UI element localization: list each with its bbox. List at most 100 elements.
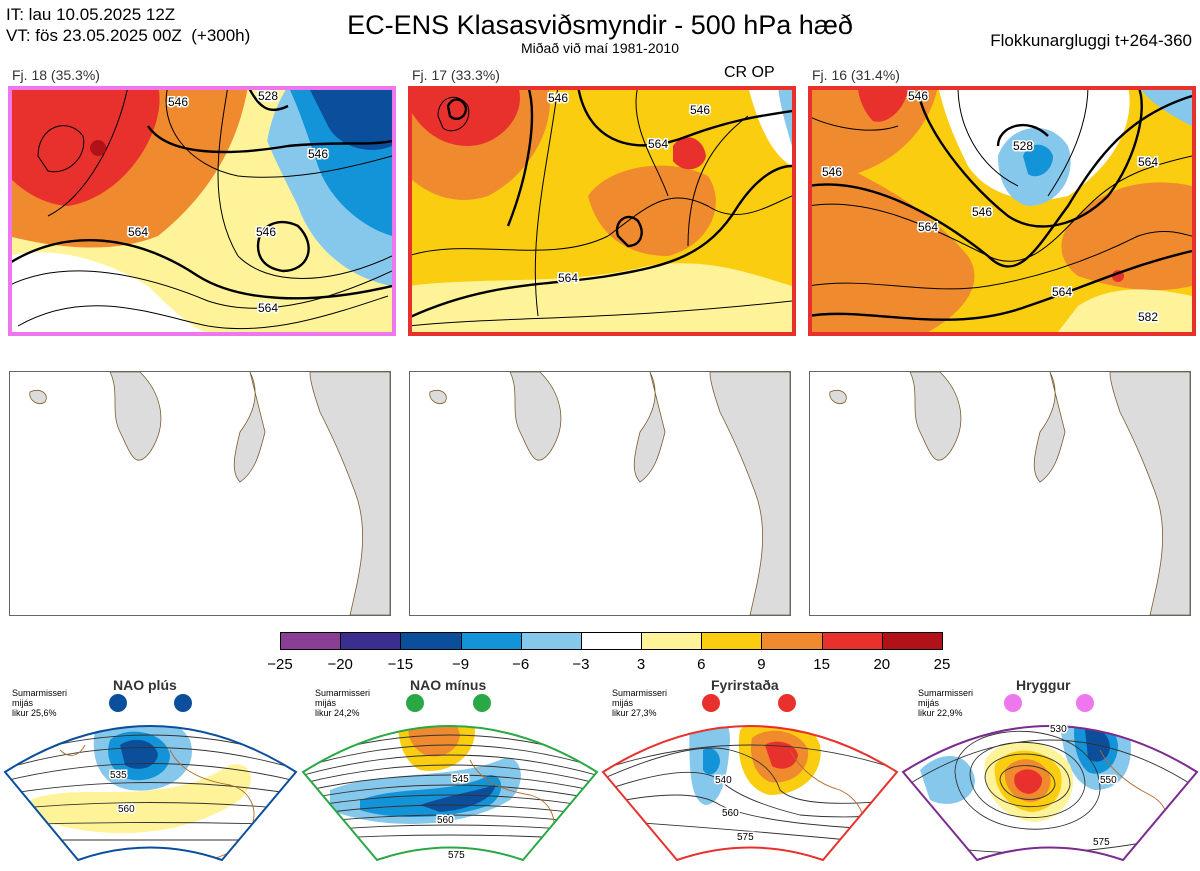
contour-label: 546 [822,165,842,179]
regime-contour-label: 530 [1050,724,1067,735]
cluster-label-1: Fj. 18 (35.3%) [12,67,100,83]
colorbar-swatch [280,632,342,650]
regime-note-line: Sumarmisseri [315,688,371,698]
colorbar-swatch [460,632,522,650]
vt-line: VT: fös 23.05.2025 00Z (+300h) [6,26,251,45]
cluster-map-3: 546 546 528 546 564 564 582 564 [808,86,1192,332]
regime-note-line: Sumarmisseri [918,688,974,698]
it-line: IT: lau 10.05.2025 12Z [6,5,176,24]
colorbar-swatch [520,632,582,650]
contour-label: 546 [908,89,928,103]
regime-note-4: Sumarmisseri mijás likur 22,9% [918,688,973,718]
regime-note-line: likur 22,9% [918,708,963,718]
cluster-frame-1 [8,86,396,336]
blank-map-3 [809,371,1191,616]
blank-map-2 [409,371,791,616]
contour-label: 546 [972,205,992,219]
regime-note-3: Sumarmisseri mijás likur 27,3% [612,688,667,718]
page-subtitle: Miðað við maí 1981-2010 [521,40,679,56]
regime-contour-label: 550 [1100,775,1117,786]
regime-dot [473,694,491,712]
contour-label: 564 [258,301,278,315]
cluster-map-1: 564 564 546 546 546 528 [8,86,392,332]
regime-map-nao-minus [303,726,597,860]
colorbar-tick-label: −6 [512,656,530,673]
colorbar-swatch [641,632,703,650]
regime-note-line: Sumarmisseri [612,688,668,698]
regime-note-line: mijás [315,698,337,708]
regime-contour-label: 535 [110,770,127,781]
colorbar-swatch [400,632,462,650]
regime-contour-label: 540 [715,775,732,786]
regime-dot [1004,694,1022,712]
regime-title-4: Hryggur [1016,677,1071,693]
regime-dot [1076,694,1094,712]
cluster-frame-3 [808,86,1196,336]
colorbar-tick-label: 3 [636,656,646,673]
colorbar-tick-label: 20 [873,656,891,673]
colorbar-tick-label: −25 [267,656,293,673]
colorbar-tick-label: 6 [697,656,706,673]
contour-label: 564 [648,137,668,151]
regime-note-line: mijás [12,698,34,708]
regime-dot [174,694,192,712]
regime-note-line: mijás [918,698,940,708]
cr-op-badge: CR OP [724,64,775,81]
regime-note-line: mijás [612,698,634,708]
regime-map-nao-plus [5,726,296,860]
cluster-frame-2 [408,86,796,336]
regime-contour-label: 560 [118,804,135,815]
cluster-label-2: Fj. 17 (33.3%) [412,67,500,83]
regime-title-3: Fyrirstaða [711,677,779,693]
regime-contour-label: 575 [448,850,465,861]
regime-note-line: likur 27,3% [612,708,657,718]
regime-note-line: likur 24,2% [315,708,360,718]
colorbar-swatch [701,632,763,650]
cluster-label-3: Fj. 16 (31.4%) [812,67,900,83]
contour-label: 564 [558,271,578,285]
page-title: EC-ENS Klasasviðsmyndir - 500 hPa hæð [347,10,853,40]
regime-contour-label: 545 [452,774,469,785]
contour-label: 546 [168,95,188,109]
colorbar-tick-label: 9 [757,656,766,673]
regime-note-line: likur 25,6% [12,708,57,718]
regime-contour-label: 560 [722,808,739,819]
colorbar-tick-label: 25 [933,656,951,673]
contour-label: 546 [548,91,568,105]
regime-contour-label: 575 [1093,837,1110,848]
regime-contour-label: 560 [437,815,454,826]
regime-note-1: Sumarmisseri mijás likur 25,6% [12,688,67,718]
regime-map-ridge [903,726,1197,860]
colorbar-tick-label: −20 [327,656,353,673]
colorbar [280,632,943,652]
regime-dot [406,694,424,712]
colorbar-swatch [340,632,402,650]
colorbar-swatch [580,632,643,650]
window-label: Flokkunargluggi t+264-360 [990,31,1192,50]
cluster-map-2: 546 564 546 564 [408,86,792,332]
regime-title-2: NAO mínus [410,677,487,693]
contour-label: 528 [1013,139,1033,153]
contour-label: 528 [258,89,278,103]
contour-label: 546 [690,103,710,117]
contour-label: 546 [308,147,328,161]
colorbar-swatch [881,632,943,650]
colorbar-tick-label: −15 [387,656,414,673]
contour-label: 582 [1138,310,1158,324]
regime-note-line: Sumarmisseri [12,688,68,698]
blank-map-1 [9,371,391,616]
contour-label: 564 [1138,155,1158,169]
regime-dot [778,694,796,712]
contour-label: 564 [918,220,938,234]
contour-label: 564 [128,225,148,239]
regime-map-blocking [603,726,897,860]
regime-dot [702,694,720,712]
contour-label: 546 [256,225,276,239]
regime-dot [109,694,127,712]
colorbar-tick-label: −9 [451,656,470,673]
run-info: IT: lau 10.05.2025 12Z VT: fös 23.05.202… [6,4,250,46]
regime-note-2: Sumarmisseri mijás likur 24,2% [315,688,370,718]
regime-maps: 535 560 545 560 575 540 560 575 530 550 … [3,694,1199,863]
colorbar-tick-label: 15 [813,656,830,673]
colorbar-tick-label: −3 [572,656,590,673]
